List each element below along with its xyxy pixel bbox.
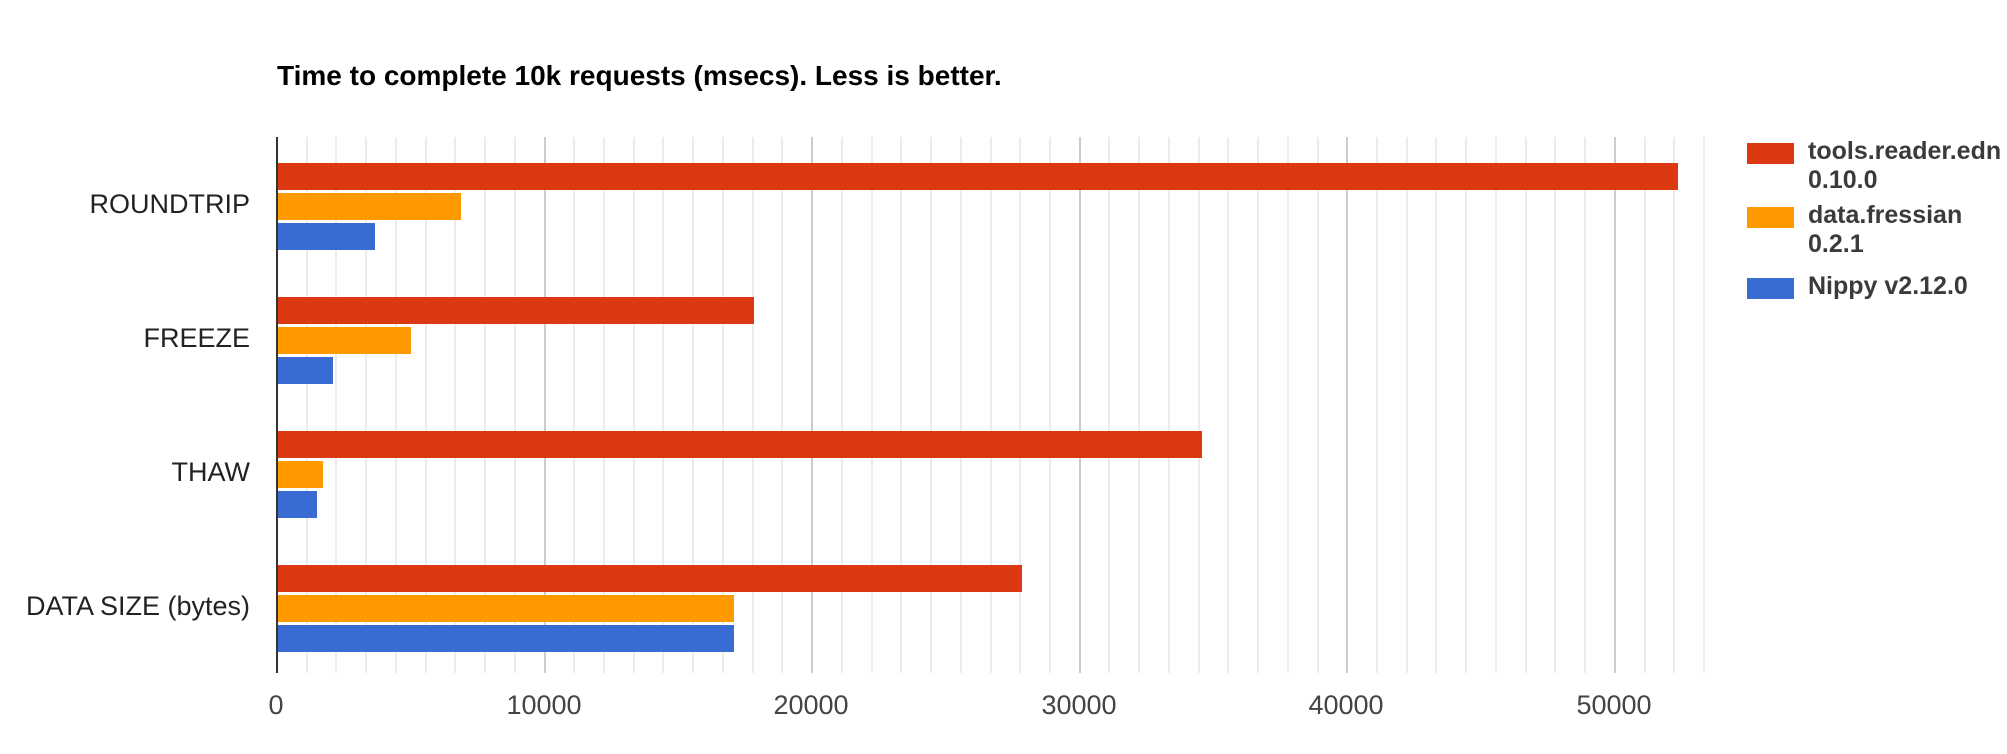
minor-gridline bbox=[1198, 137, 1200, 673]
minor-gridline bbox=[1287, 137, 1289, 673]
minor-gridline bbox=[900, 137, 902, 673]
legend-color-swatch bbox=[1747, 278, 1794, 299]
minor-gridline bbox=[633, 137, 635, 673]
minor-gridline bbox=[484, 137, 486, 673]
minor-gridline bbox=[722, 137, 724, 673]
minor-gridline bbox=[365, 137, 367, 673]
x-tick-label: 30000 bbox=[1041, 690, 1117, 720]
category-label: ROUNDTRIP bbox=[89, 189, 251, 219]
axis-baseline bbox=[276, 137, 278, 673]
minor-gridline bbox=[306, 137, 308, 673]
minor-gridline bbox=[930, 137, 932, 673]
minor-gridline bbox=[1703, 137, 1705, 673]
minor-gridline bbox=[1525, 137, 1527, 673]
category-label: DATA SIZE (bytes) bbox=[25, 591, 250, 621]
bar-thaw-tools-reader-edn-0-10-0 bbox=[276, 431, 1202, 458]
bar-freeze-nippy-v2-12-0 bbox=[276, 357, 333, 384]
minor-gridline bbox=[1108, 137, 1110, 673]
minor-gridline bbox=[1168, 137, 1170, 673]
minor-gridline bbox=[781, 137, 783, 673]
minor-gridline bbox=[1644, 137, 1646, 673]
minor-gridline bbox=[395, 137, 397, 673]
minor-gridline bbox=[573, 137, 575, 673]
minor-gridline bbox=[1138, 137, 1140, 673]
minor-gridline bbox=[1019, 137, 1021, 673]
minor-gridline bbox=[1257, 137, 1259, 673]
bar-data-size-bytes--data-fressian-0-2-1 bbox=[276, 595, 734, 622]
minor-gridline bbox=[335, 137, 337, 673]
major-gridline bbox=[1614, 137, 1616, 673]
legend-item-label: Nippy v2.12.0 bbox=[1808, 272, 1968, 300]
minor-gridline bbox=[514, 137, 516, 673]
legend-item-label: data.fressian 0.2.1 bbox=[1808, 201, 1963, 258]
minor-gridline bbox=[1435, 137, 1437, 673]
category-label: FREEZE bbox=[143, 323, 250, 353]
bar-data-size-bytes--nippy-v2-12-0 bbox=[276, 625, 734, 652]
major-gridline bbox=[811, 137, 813, 673]
legend-item-label: tools.reader.edn 0.10.0 bbox=[1808, 137, 2002, 194]
minor-gridline bbox=[454, 137, 456, 673]
bar-roundtrip-data-fressian-0-2-1 bbox=[276, 193, 461, 220]
legend-color-swatch bbox=[1747, 143, 1794, 164]
minor-gridline bbox=[1495, 137, 1497, 673]
minor-gridline bbox=[752, 137, 754, 673]
chart-title: Time to complete 10k requests (msecs). L… bbox=[277, 60, 1002, 91]
minor-gridline bbox=[1227, 137, 1229, 673]
x-tick-label: 0 bbox=[268, 690, 284, 720]
x-tick-label: 40000 bbox=[1308, 690, 1384, 720]
x-tick-label: 20000 bbox=[773, 690, 849, 720]
category-label: THAW bbox=[171, 457, 250, 487]
bar-data-size-bytes--tools-reader-edn-0-10-0 bbox=[276, 565, 1022, 592]
minor-gridline bbox=[1584, 137, 1586, 673]
x-tick-label: 10000 bbox=[506, 690, 582, 720]
major-gridline bbox=[544, 137, 546, 673]
bar-freeze-data-fressian-0-2-1 bbox=[276, 327, 411, 354]
minor-gridline bbox=[871, 137, 873, 673]
bar-roundtrip-nippy-v2-12-0 bbox=[276, 223, 375, 250]
minor-gridline bbox=[692, 137, 694, 673]
minor-gridline bbox=[425, 137, 427, 673]
minor-gridline bbox=[1376, 137, 1378, 673]
minor-gridline bbox=[1317, 137, 1319, 673]
bar-freeze-tools-reader-edn-0-10-0 bbox=[276, 297, 754, 324]
minor-gridline bbox=[1465, 137, 1467, 673]
minor-gridline bbox=[1673, 137, 1675, 673]
bar-thaw-nippy-v2-12-0 bbox=[276, 491, 317, 518]
plot-area bbox=[276, 137, 1705, 673]
minor-gridline bbox=[662, 137, 664, 673]
minor-gridline bbox=[1406, 137, 1408, 673]
minor-gridline bbox=[603, 137, 605, 673]
x-tick-label: 50000 bbox=[1576, 690, 1652, 720]
major-gridline bbox=[1346, 137, 1348, 673]
minor-gridline bbox=[841, 137, 843, 673]
minor-gridline bbox=[1049, 137, 1051, 673]
minor-gridline bbox=[1554, 137, 1556, 673]
bar-roundtrip-tools-reader-edn-0-10-0 bbox=[276, 163, 1678, 190]
minor-gridline bbox=[960, 137, 962, 673]
legend-color-swatch bbox=[1747, 207, 1794, 228]
minor-gridline bbox=[990, 137, 992, 673]
major-gridline bbox=[1079, 137, 1081, 673]
bar-thaw-data-fressian-0-2-1 bbox=[276, 461, 323, 488]
